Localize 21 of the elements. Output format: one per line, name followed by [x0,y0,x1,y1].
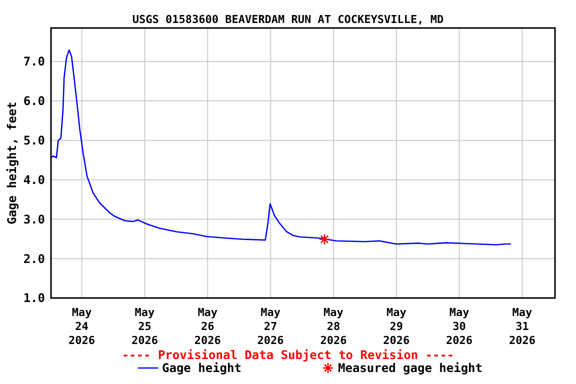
chart-title: USGS 01583600 BEAVERDAM RUN AT COCKEYSVILLE, MD [132,13,444,26]
x-tick-label: May 28 2026 [320,306,348,347]
y-axis-title: Gage height, feet [5,102,19,224]
y-tick-label: 1.0 [23,291,45,306]
y-tick-label: 6.0 [23,94,45,108]
legend-label: Gage height [162,361,242,375]
x-tick-label: May 29 2026 [383,306,410,347]
y-tick-label: 4.0 [23,172,45,187]
line-series [51,49,512,246]
x-tick-label: May 30 2026 [446,306,473,347]
x-tick-label: May 24 2026 [68,306,96,347]
legend-label: Measured gage height [338,361,482,375]
text: ---- Provisional Data Subject to Revision ---- [122,348,454,362]
x-tick-label: May 25 2026 [131,306,158,347]
y-tick-label: 2.0 [23,252,45,266]
y-tick-label: 3.0 [23,212,45,226]
y-tick-label: 5.0 [23,134,45,148]
x-tick-label: May 26 2026 [194,306,222,347]
x-tick-label: May 27 2026 [257,306,284,347]
y-tick-label: 7.0 [23,54,45,69]
x-tick-label: May 31 2026 [508,306,536,347]
